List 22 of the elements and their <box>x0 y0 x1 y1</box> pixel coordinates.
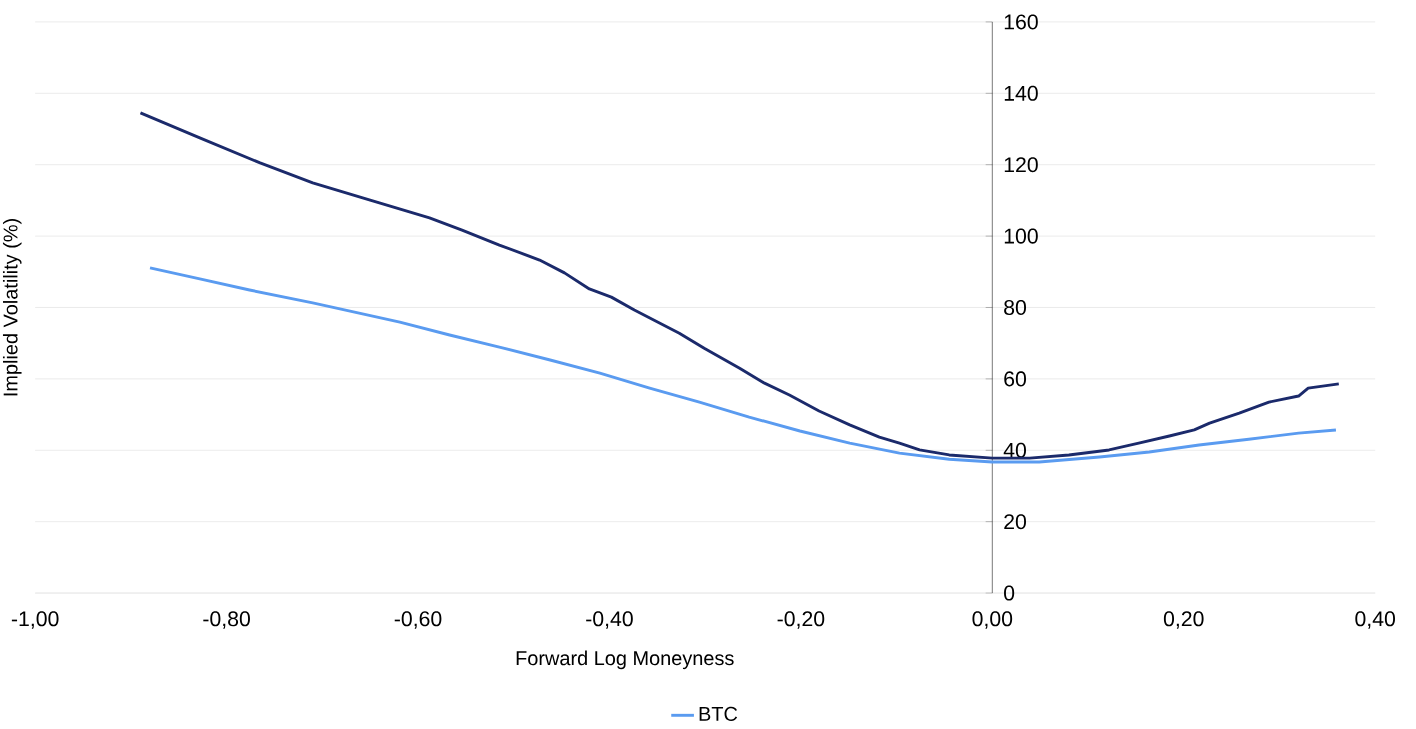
legend-label: BTC <box>699 706 738 721</box>
y-tick-label: 20 <box>1004 514 1026 530</box>
x-tick-label: -0,20 <box>777 611 825 629</box>
y-tick-label: 40 <box>1003 442 1026 458</box>
y-tick-label: 140 <box>1004 85 1038 101</box>
x-tick-label: -0,40 <box>586 611 633 629</box>
y-tick-label: 60 <box>1004 371 1026 387</box>
x-tick-label: -0,80 <box>203 611 250 629</box>
y-tick-label: 160 <box>1004 14 1038 30</box>
x-tick-label: -0,60 <box>394 611 442 629</box>
y-tick-label: 80 <box>1004 299 1026 315</box>
y-tick-label: 100 <box>1004 228 1038 244</box>
line-series <box>138 111 1341 460</box>
y-axis-title: Implied Volatility (%) <box>2 218 22 396</box>
x-tick-label: 0,20 <box>1163 611 1204 629</box>
x-tick-label: 0,00 <box>972 611 1013 629</box>
y-tick-label: 0 <box>1004 585 1015 601</box>
y-tick-label: 120 <box>1004 157 1038 173</box>
x-axis-title: Forward Log Moneyness <box>516 650 734 670</box>
x-tick-label: -1,00 <box>11 611 59 629</box>
line-series <box>148 266 1338 464</box>
x-tick-label: 0,40 <box>1355 611 1396 629</box>
